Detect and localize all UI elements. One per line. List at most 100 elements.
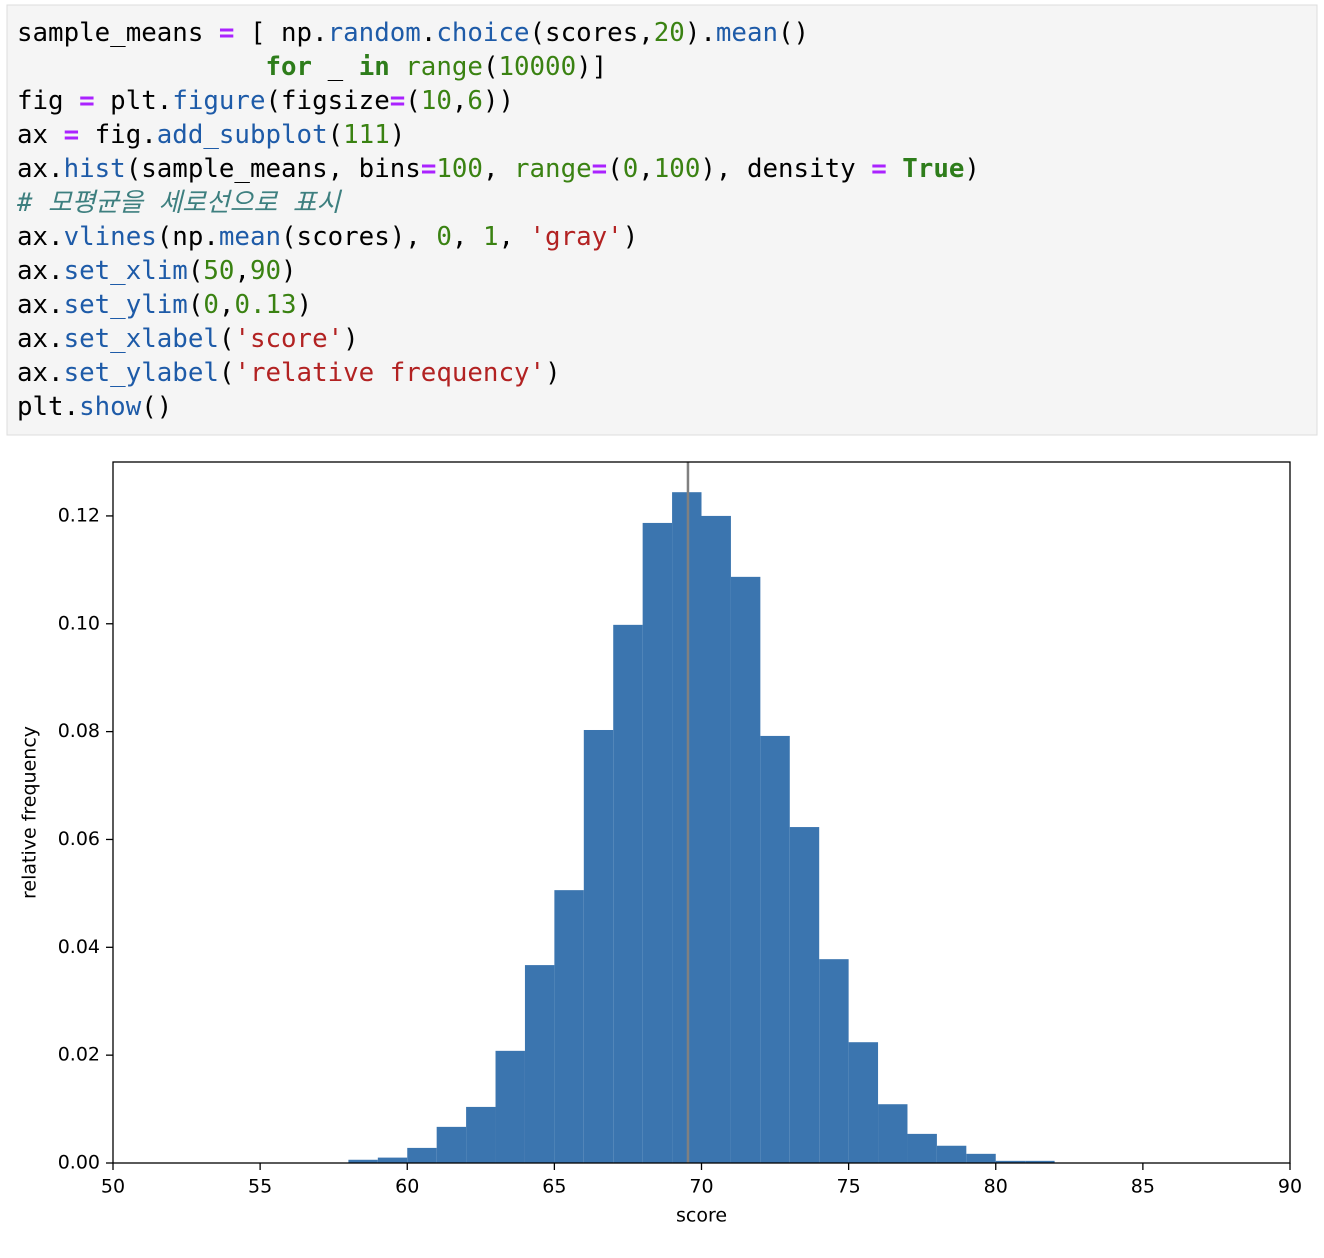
code-token: for [17,52,312,82]
code-token: range [514,154,592,184]
code-token: 0 [623,154,639,184]
code-token: # 모평균을 세로선으로 표시 [16,188,342,218]
code-token: choice [436,18,529,48]
code-token: _ [312,52,359,82]
code-token: ) [964,154,980,184]
code-token: (np. [157,222,219,252]
code-line: ax.hist(sample_means, bins=100, range=(0… [17,154,980,184]
code-token: mean [219,222,281,252]
code-token: figure [172,86,265,116]
code-token: set_xlim [64,256,188,286]
code-token: show [79,392,142,422]
code-token: 'gray' [530,222,623,252]
code-token: range [405,52,483,82]
code-token: 90 [250,256,281,286]
code-token: , [452,222,483,252]
code-line: ax.set_ylim(0,0.13) [17,290,312,320]
code-line: fig = plt.figure(figsize=(10,6)) [17,86,514,116]
code-token: )) [483,86,514,116]
code-token: 111 [343,120,390,150]
code-line: ax.set_xlabel('score') [17,324,359,354]
code-token [390,52,406,82]
code-token: ax. [17,256,64,286]
code-token: ) [623,222,639,252]
code-token: 20 [654,18,685,48]
bar [436,1126,467,1163]
code-token: ) [297,290,313,320]
code-token: () [141,392,172,422]
code-token: ) [390,120,406,150]
x-tick-label: 70 [689,1176,713,1198]
code-token: 100 [436,154,483,184]
code-line: # 모평균을 세로선으로 표시 [16,188,342,218]
code-token: sample_means [17,18,219,48]
code-line: ax.set_ylabel('relative frequency') [17,358,561,388]
code-token: , [219,290,235,320]
bar [407,1147,437,1163]
code-line: sample_means = [ np.random.choice(scores… [17,18,809,48]
code-line: ax.vlines(np.mean(scores), 0, 1, 'gray') [17,222,638,252]
code-token: 100 [654,154,701,184]
bar [701,515,731,1163]
code-token: ( [188,256,204,286]
plot-area [348,462,1055,1163]
code-token: ( [219,358,235,388]
bar [613,624,643,1163]
bar [524,965,555,1163]
code-token: () [778,18,809,48]
x-tick-label: 75 [837,1176,861,1198]
code-token: ( [219,324,235,354]
bar [878,1104,908,1163]
code-token: ), density [700,154,871,184]
code-token: ( [405,86,421,116]
code-token: in [359,52,390,82]
code-token: ) [545,358,561,388]
x-tick-label: 55 [248,1176,272,1198]
bar [936,1145,967,1163]
code-token: = [871,154,887,184]
bar [848,1042,879,1163]
code-token: = [592,154,608,184]
code-token: set_xlabel [64,324,219,354]
bar [760,735,790,1163]
bar [730,576,761,1163]
bar [966,1153,996,1163]
code-token: 0 [436,222,452,252]
code-token: ax. [17,358,64,388]
code-token: True [902,154,964,184]
code-token: 10000 [498,52,576,82]
code-token: 'score' [234,324,343,354]
y-tick-label: 0.02 [58,1044,100,1066]
code-token: 0 [203,290,219,320]
y-tick-label: 0.10 [58,612,100,634]
code-token: ( [483,52,499,82]
code-token: mean [716,18,778,48]
bar [554,890,584,1163]
code-token: ) [281,256,297,286]
code-token: ax. [17,222,64,252]
bar [583,729,614,1163]
x-tick-label: 65 [542,1176,566,1198]
code-token: random [328,18,421,48]
code-token: vlines [64,222,157,252]
code-cell [6,4,1318,436]
code-token: 0.13 [234,290,296,320]
x-tick-label: 80 [984,1176,1008,1198]
code-token: , [498,222,529,252]
bar [907,1133,937,1163]
code-token: ( [328,120,344,150]
code-token: = [390,86,406,116]
code-token: ax. [17,290,64,320]
bar [377,1157,408,1163]
x-tick-label: 90 [1278,1176,1302,1198]
bar [348,1159,378,1163]
code-token: , [234,256,250,286]
code-line: for _ in range(10000)] [17,52,607,82]
code-token: ax. [17,324,64,354]
y-axis-label: relative frequency [19,726,41,899]
code-token: hist [64,154,126,184]
code-token: [ np. [234,18,327,48]
bar [819,959,849,1163]
code-token: ax. [17,154,64,184]
code-token: 6 [467,86,483,116]
